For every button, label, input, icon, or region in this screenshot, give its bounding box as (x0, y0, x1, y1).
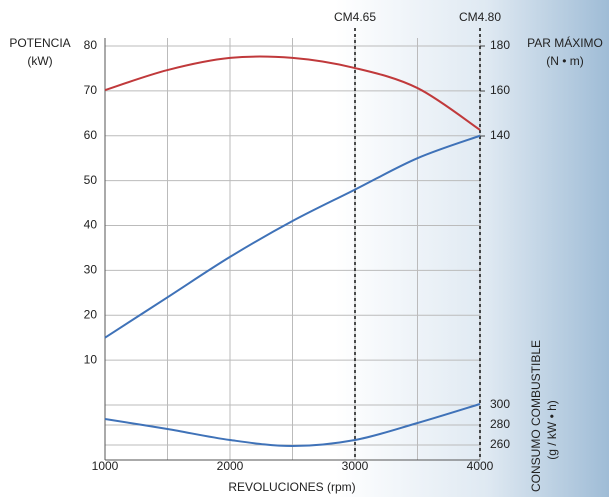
y2-tick-label: 160 (490, 83, 510, 97)
x-tick-label: 1000 (92, 459, 119, 473)
x-axis-title: REVOLUCIONES (rpm) (228, 480, 355, 494)
y3-tick-label: 260 (490, 437, 510, 451)
marker-label: CM4.65 (334, 10, 376, 24)
y-tick-label: 80 (84, 38, 98, 52)
y2-tick-label: 140 (490, 128, 510, 142)
y3-tick-label: 300 (490, 397, 510, 411)
x-tick-label: 3000 (342, 459, 369, 473)
marker-label: CM4.80 (459, 10, 501, 24)
background (0, 0, 609, 497)
chart: POTENCIA (kW) PAR MÁXIMO (N • m) CONSUMO… (0, 0, 609, 497)
y2-axis-title: PAR MÁXIMO (527, 35, 603, 50)
y3-axis-unit: (g / kW • h) (545, 400, 559, 460)
y-tick-label: 50 (84, 173, 98, 187)
y3-axis-title: CONSUMO COMBUSTIBLE (529, 340, 543, 492)
y-axis-title: POTENCIA (9, 36, 70, 50)
x-tick-label: 4000 (467, 459, 494, 473)
y-tick-label: 30 (84, 263, 98, 277)
y-tick-label: 20 (84, 307, 98, 321)
y3-tick-label: 280 (490, 417, 510, 431)
y-tick-label: 10 (84, 352, 98, 366)
y-tick-label: 40 (84, 218, 98, 232)
x-tick-label: 2000 (217, 459, 244, 473)
y2-tick-label: 180 (490, 38, 510, 52)
y2-axis-unit: (N • m) (546, 54, 584, 68)
y-axis-unit: (kW) (27, 54, 52, 68)
y-tick-label: 60 (84, 128, 98, 142)
y-tick-label: 70 (84, 83, 98, 97)
